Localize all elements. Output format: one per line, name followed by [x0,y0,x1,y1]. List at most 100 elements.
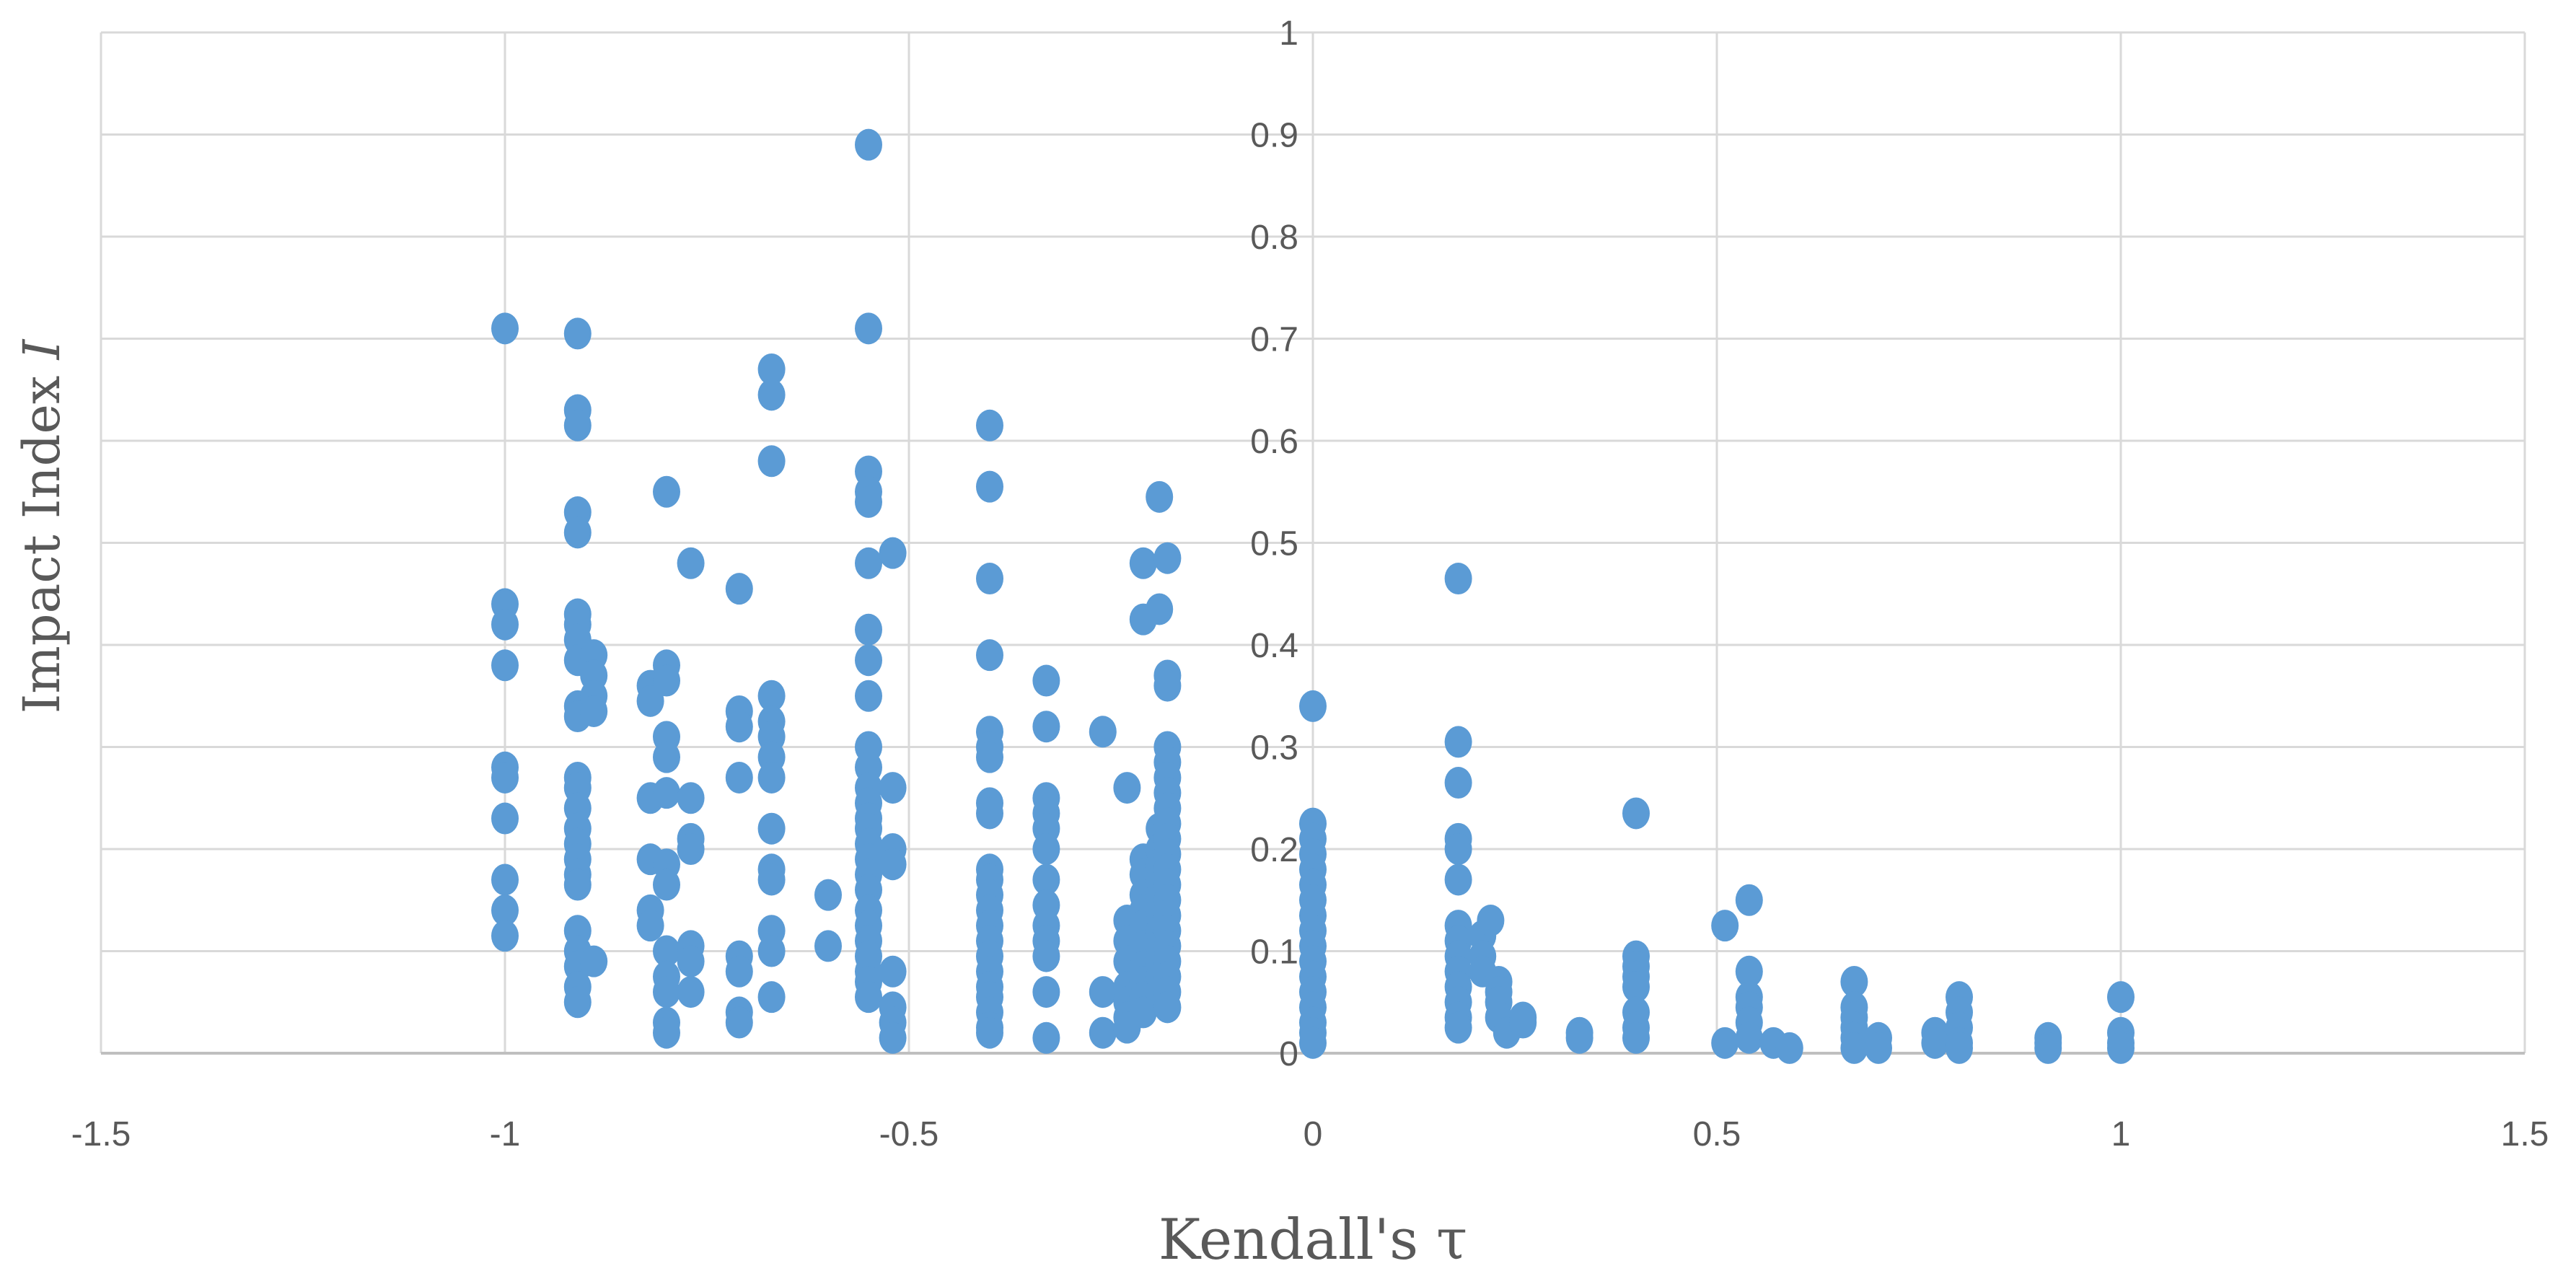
data-point [1129,996,1157,1029]
data-point [653,935,680,967]
data-point [563,869,592,901]
data-point [1865,1032,1892,1064]
data-point [855,485,882,518]
data-point [1711,910,1739,942]
data-point [653,869,680,901]
data-point [1946,1032,1973,1064]
data-point [1032,711,1060,743]
data-point [757,761,786,794]
x-tick-label: 1 [2111,1115,2131,1153]
data-point [1444,833,1472,865]
data-point [563,986,592,1019]
data-point [491,894,519,926]
data-point [1565,1021,1593,1054]
data-point [1840,965,1868,998]
data-point [491,649,519,682]
data-point [1444,563,1472,595]
data-point [725,573,753,605]
data-point [1113,772,1141,804]
data-point [2107,1032,2135,1064]
data-point [1735,955,1763,988]
data-point [491,608,519,641]
y-tick-label: 1 [1279,14,1298,53]
data-point [2107,981,2135,1014]
data-point [653,664,680,697]
data-point [580,945,608,977]
data-point [491,761,519,794]
data-point [976,563,1003,595]
data-point [1032,976,1060,1008]
data-point [976,741,1003,773]
data-point [491,802,519,835]
data-point [677,782,705,814]
data-point [1840,1032,1868,1064]
data-point [491,920,519,952]
data-point [653,777,680,809]
data-point [677,547,705,579]
y-tick-label: 0.3 [1250,729,1298,768]
data-point [491,863,519,896]
data-point [879,848,907,881]
x-tick-label: -0.5 [879,1115,939,1153]
data-point [1299,1027,1327,1059]
data-point [757,863,786,896]
data-point [1129,547,1157,579]
data-point [1921,1027,1949,1059]
x-tick-label: -1.5 [71,1115,131,1153]
data-point [1622,797,1650,830]
data-point [976,409,1003,441]
x-tick-label: 0.5 [1693,1115,1741,1153]
y-tick-label: 0.2 [1250,831,1298,869]
data-point [855,644,882,677]
data-point [855,128,882,161]
data-point [1477,905,1505,937]
x-tick-label: 0 [1304,1115,1323,1153]
data-point [855,680,882,712]
data-point [1153,669,1182,702]
y-axis-label: Impact Index I [12,338,71,713]
y-tick-label: 0.4 [1250,627,1298,665]
data-point [1089,716,1117,748]
y-axis-label-text: Impact Index [12,359,71,713]
data-point [757,445,786,478]
y-tick-label: 0.9 [1250,117,1298,155]
data-point [757,935,786,967]
y-axis-label-variable: I [12,338,71,361]
data-point [879,1021,907,1054]
data-point [879,772,907,804]
data-point [976,797,1003,830]
data-point [563,517,592,549]
data-point [1032,1021,1060,1054]
data-point [976,639,1003,672]
data-point [976,1016,1003,1049]
data-point [1089,1016,1117,1049]
data-point [677,976,705,1008]
data-point [563,409,592,441]
data-point [855,981,882,1014]
y-tick-label: 0 [1279,1035,1298,1073]
data-point [2034,1032,2062,1064]
data-point [1711,1027,1739,1059]
data-point [1735,884,1763,916]
y-tick-labels: 0 0.1 0.2 0.3 0.4 0.5 0.6 0.7 0.8 0.9 1 [1250,14,1298,1073]
x-tick-label: 1.5 [2501,1115,2549,1153]
data-point [725,955,753,988]
data-point [814,879,842,911]
data-point [491,312,519,345]
data-point [677,833,705,865]
data-point [1032,664,1060,697]
data-point [855,613,882,646]
data-point [580,695,608,727]
data-point [976,470,1003,503]
data-point [725,761,753,794]
data-point [1444,767,1472,799]
data-point [1153,991,1182,1024]
x-tick-labels: -1.5 -1 -0.5 0 0.5 1 1.5 [71,1115,2549,1153]
data-point [1089,976,1117,1008]
data-point [725,711,753,743]
data-point [757,680,786,712]
data-point [653,1016,680,1049]
data-point [677,945,705,977]
y-tick-label: 0.6 [1250,423,1298,461]
data-point [1444,863,1472,896]
